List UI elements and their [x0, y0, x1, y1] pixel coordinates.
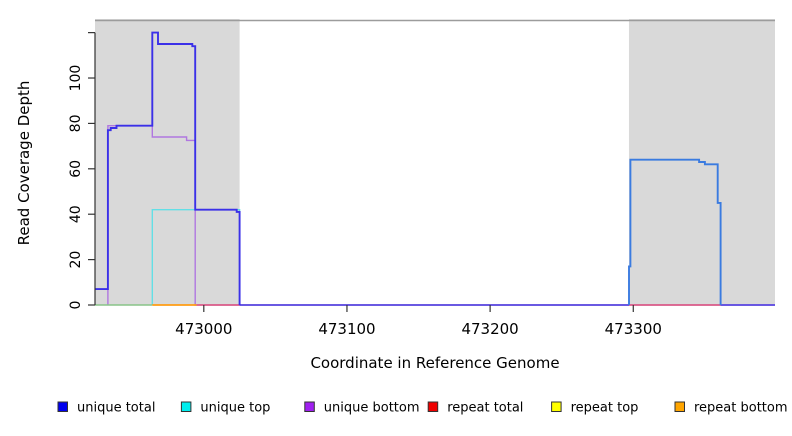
y-tick-label: 60 [68, 160, 84, 178]
y-tick-label: 80 [68, 114, 84, 132]
shaded-repeat-regions [95, 19, 775, 305]
series-unique-total-left [95, 31, 241, 305]
x-tick-label: 473100 [318, 320, 375, 338]
legend-label: unique top [200, 401, 270, 416]
legend-label: repeat bottom [694, 401, 788, 416]
legend-swatch [180, 401, 192, 412]
legend-label: unique total [77, 401, 155, 416]
legend-item: unique total [57, 401, 155, 416]
legend-label: repeat top [571, 401, 639, 416]
y-axis: 0 20 40 60 80 100 [68, 32, 96, 310]
x-axis: 473000 473100 473200 473300 [175, 305, 662, 338]
legend-swatch [427, 401, 439, 412]
y-tick-label: 100 [68, 65, 84, 92]
legend-swatch [674, 401, 685, 412]
series-unique-total-right [628, 158, 722, 305]
legend-label: repeat total [447, 401, 523, 416]
legend-label: unique bottom [324, 401, 420, 416]
legend-swatch [57, 401, 68, 412]
legend-item: unique bottom [304, 401, 420, 416]
y-axis-title: Read Coverage Depth [15, 81, 33, 246]
legend-swatch [551, 401, 562, 412]
x-tick-label: 473000 [175, 320, 232, 338]
legend-swatch [304, 401, 315, 412]
y-tick-label: 40 [68, 205, 84, 223]
legend: unique total unique top unique bottom repea… [57, 401, 788, 416]
legend-item: repeat top [551, 401, 639, 416]
y-tick-label: 20 [68, 251, 84, 269]
legend-item: repeat bottom [674, 401, 788, 416]
y-tick-label: 0 [68, 301, 84, 310]
x-tick-label: 473200 [461, 320, 518, 338]
repeat-region-left [95, 19, 240, 305]
series-lines [95, 31, 775, 306]
legend-item: repeat total [427, 401, 523, 416]
x-tick-label: 473300 [605, 320, 662, 338]
legend-item: unique top [180, 401, 270, 416]
x-axis-title: Coordinate in Reference Genome [310, 354, 559, 372]
